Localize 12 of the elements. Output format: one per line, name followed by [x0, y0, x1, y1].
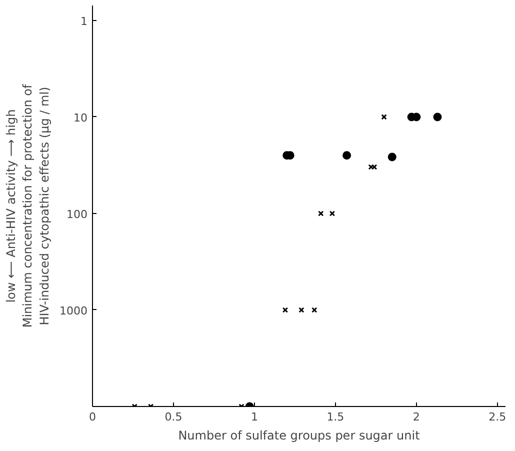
x-axis-title: Number of sulfate groups per sugar unit	[178, 428, 420, 442]
x-tick-label: 2	[412, 410, 420, 424]
y-tick-label: 100	[66, 208, 88, 221]
x-tick-label: 0	[89, 410, 96, 424]
x-tick-label: 1	[250, 410, 258, 424]
x-tick-label: 0.5	[164, 410, 182, 424]
x-tick-label: 2.5	[488, 410, 506, 424]
y-tick-label: 10	[74, 111, 88, 124]
x-tick-label: 1.5	[326, 410, 344, 424]
y-tick-label: 1000	[60, 304, 88, 318]
y-tick-label: 1	[80, 14, 88, 28]
y-axis-title: low ⟵ Anti-HIV activity ⟶ high Minimum concentration for protection of HIV-induced cytopathic effects (μg / ml)	[4, 84, 52, 328]
